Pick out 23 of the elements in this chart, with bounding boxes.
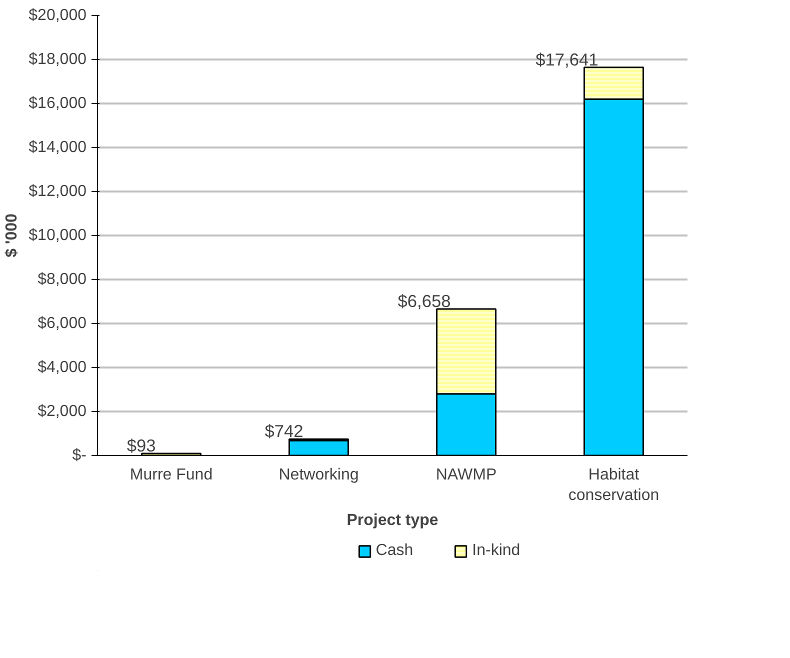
y-tick-label: $14,000	[28, 139, 87, 156]
x-tick-label: Networking	[278, 466, 359, 484]
y-tick-label: $12,000	[28, 183, 87, 200]
y-tick-label: $20,000	[28, 7, 87, 24]
y-tick-label: $8,000	[38, 271, 87, 288]
y-tick-label: $6,000	[38, 315, 87, 332]
x-tick-label: Murre Fund	[130, 466, 213, 484]
y-tick-label: $16,000	[28, 95, 87, 112]
legend-label: In-kind	[472, 542, 520, 560]
y-tick-label: $10,000	[28, 227, 87, 244]
x-tick-label: NAWMP	[436, 466, 497, 484]
y-tick-label: $2,000	[38, 403, 87, 420]
x-axis-title: Project type	[346, 512, 438, 529]
y-tick-label: $4,000	[38, 359, 87, 376]
legend-label: Cash	[376, 542, 414, 560]
y-tick-label: $18,000	[28, 51, 87, 68]
y-axis-title: $ '000	[4, 213, 21, 258]
total-label: $93	[126, 435, 156, 456]
x-tick-label: Habitat conservation	[568, 466, 660, 504]
total-label: $742	[264, 421, 304, 442]
y-tick-label: $-	[72, 447, 87, 464]
total-label: $6,658	[398, 291, 451, 312]
total-label: $17,641	[536, 49, 598, 70]
